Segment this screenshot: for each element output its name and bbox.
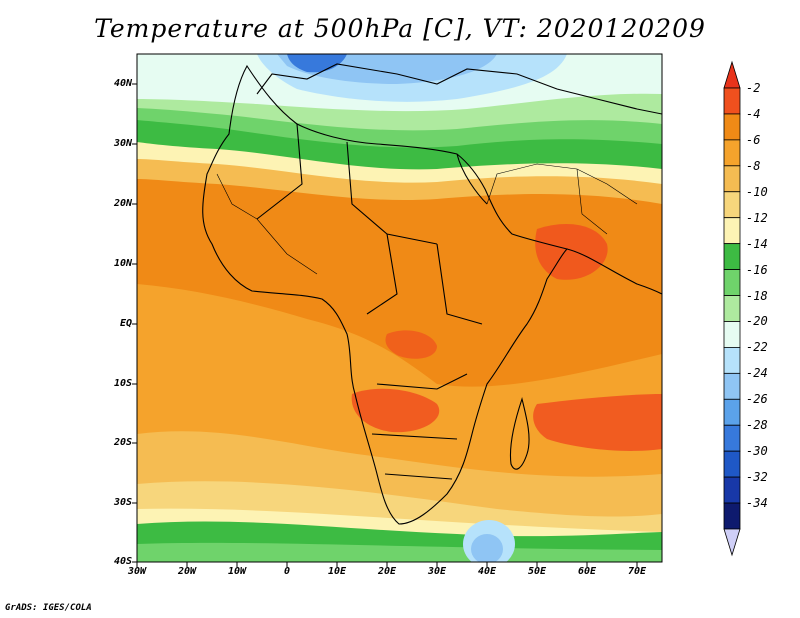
- lat-label-30n: 30N: [113, 138, 132, 149]
- colorbar-label: -34: [746, 496, 768, 511]
- lon-label-30w: 30W: [127, 566, 147, 577]
- lon-label-10e: 10E: [327, 566, 347, 577]
- colorbar-swatch: [723, 398, 741, 426]
- lat-label-eq: EQ: [119, 318, 132, 329]
- colorbar-label: -6: [746, 132, 761, 147]
- lat-label-10n: 10N: [113, 258, 132, 269]
- colorbar-swatch: [723, 217, 741, 245]
- colorbar-swatch: [723, 139, 741, 167]
- grads-credit: GrADS: IGES/COLA: [5, 603, 92, 613]
- temperature-field: [137, 54, 662, 562]
- colorbar-swatch: [723, 372, 741, 400]
- map-title: Temperature at 500hPa [C], VT: 202012020…: [94, 14, 706, 43]
- colorbar-swatch: [723, 87, 741, 115]
- lon-label-20w: 20W: [177, 566, 197, 577]
- colorbar-label: -30: [746, 444, 768, 459]
- lat-label-20n: 20N: [113, 198, 132, 209]
- colorbar-label: -24: [746, 366, 768, 381]
- colorbar-swatch: [723, 243, 741, 270]
- colorbar-bottom-cap: [723, 528, 741, 557]
- colorbar-label: -2: [746, 81, 761, 95]
- colorbar-swatch: [723, 424, 741, 452]
- colorbar-label: -18: [746, 288, 768, 303]
- lon-label-70e: 70E: [627, 566, 647, 577]
- colorbar-swatch: [723, 476, 741, 504]
- colorbar-label: -20: [746, 314, 768, 329]
- colorbar-swatch: [723, 502, 741, 530]
- colorbar-label: -4: [746, 106, 761, 121]
- colorbar-top-cap: [723, 60, 741, 89]
- lon-label-60e: 60E: [577, 566, 597, 577]
- colorbar-label: -16: [746, 262, 768, 277]
- colorbar-label: -22: [746, 340, 768, 355]
- temperature-map: [137, 54, 662, 562]
- colorbar-swatch: [723, 321, 741, 348]
- lon-label-20e: 20E: [377, 566, 397, 577]
- lon-label-10w: 10W: [227, 566, 247, 577]
- colorbar-swatch: [723, 269, 741, 296]
- lat-label-30s: 30S: [113, 497, 132, 508]
- colorbar-swatch: [723, 450, 741, 478]
- colorbar-label: -32: [746, 470, 768, 485]
- lon-label-40e: 40E: [477, 566, 497, 577]
- lat-label-10s: 10S: [113, 378, 132, 389]
- colorbar-label: -26: [746, 392, 768, 407]
- lat-label-40n: 40N: [113, 78, 132, 89]
- colorbar-label: -28: [746, 418, 768, 433]
- colorbar-label: -14: [746, 236, 768, 251]
- colorbar-label: -8: [746, 158, 761, 173]
- lon-label-30e: 30E: [427, 566, 447, 577]
- lon-label-50e: 50E: [527, 566, 547, 577]
- lat-label-40s: 40S: [113, 556, 132, 567]
- colorbar-swatch: [723, 191, 741, 219]
- colorbar-swatch: [723, 295, 741, 322]
- colorbar-swatch: [723, 113, 741, 141]
- lon-label-0: 0: [283, 566, 291, 577]
- colorbar-label: -10: [746, 184, 768, 199]
- colorbar-swatch: [723, 347, 741, 374]
- colorbar-swatch: [723, 165, 741, 193]
- colorbar-label: -12: [746, 210, 768, 225]
- lat-label-20s: 20S: [113, 437, 132, 448]
